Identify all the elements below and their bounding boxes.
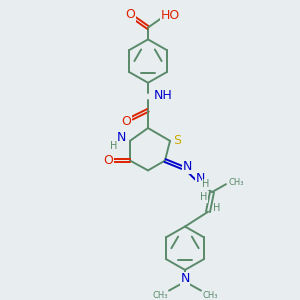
Text: N: N xyxy=(116,131,126,144)
Text: N: N xyxy=(180,272,190,285)
Text: O: O xyxy=(125,8,135,21)
Text: H: H xyxy=(200,192,208,202)
Text: H: H xyxy=(213,203,221,213)
Text: CH₃: CH₃ xyxy=(228,178,244,187)
Text: HO: HO xyxy=(160,9,180,22)
Text: CH₃: CH₃ xyxy=(202,291,218,300)
Text: O: O xyxy=(121,115,131,128)
Text: H: H xyxy=(202,179,210,189)
Text: N: N xyxy=(195,172,205,185)
Text: NH: NH xyxy=(154,89,173,102)
Text: S: S xyxy=(173,134,181,147)
Text: H: H xyxy=(110,141,118,151)
Text: N: N xyxy=(182,160,192,173)
Text: O: O xyxy=(103,154,113,167)
Text: CH₃: CH₃ xyxy=(152,291,168,300)
